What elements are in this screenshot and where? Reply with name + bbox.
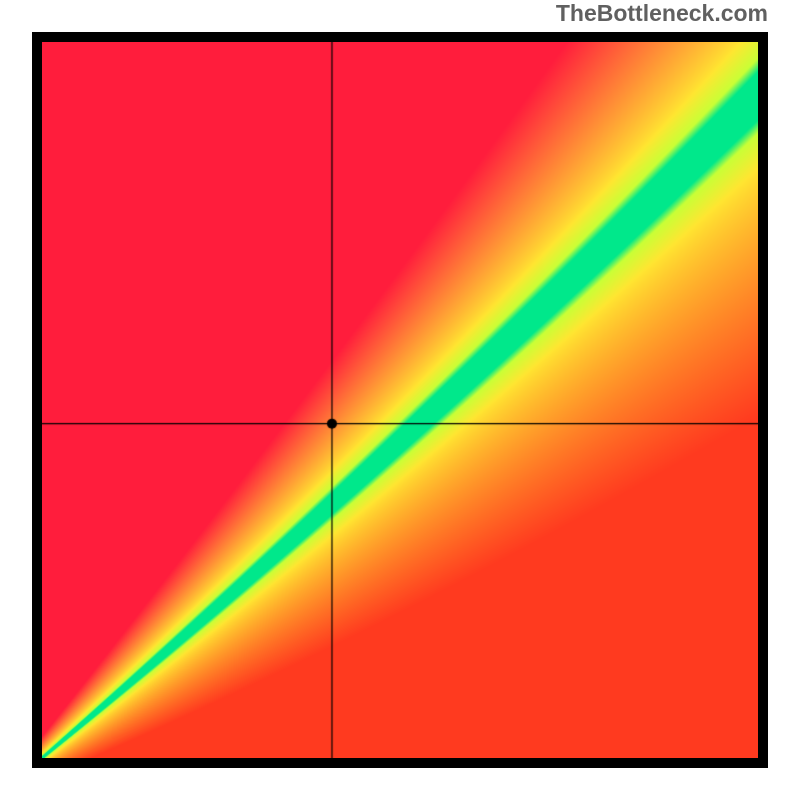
heatmap-canvas [42,42,758,758]
heatmap-plot [42,42,758,758]
watermark-text: TheBottleneck.com [556,0,768,27]
plot-frame [32,32,768,768]
